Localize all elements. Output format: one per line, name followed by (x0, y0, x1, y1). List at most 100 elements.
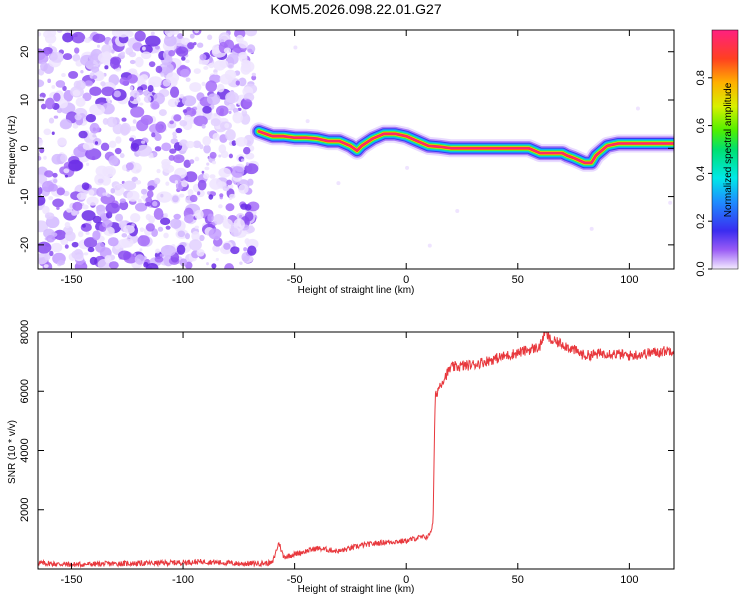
noise-blob (158, 109, 167, 117)
noise-blob (145, 262, 159, 269)
noise-blob (189, 82, 202, 93)
noise-blob (49, 250, 54, 257)
noise-blob (194, 156, 200, 162)
noise-blob (155, 121, 167, 133)
noise-blob (81, 182, 90, 190)
noise-blob (179, 258, 188, 267)
noise-blob (71, 31, 86, 44)
noise-blob (238, 183, 249, 194)
spectrogram-ytick-label: 10 (19, 94, 31, 106)
noise-blob (135, 144, 153, 157)
noise-blob (197, 179, 207, 191)
noise-blob (181, 180, 188, 188)
noise-blob (43, 30, 52, 39)
noise-blob (193, 115, 208, 127)
noise-blob (137, 235, 150, 247)
noise-blob (169, 174, 182, 184)
snr-xtick-label: -150 (60, 574, 82, 586)
colorbar-tick-label: 0.8 (695, 70, 707, 85)
noise-blob (165, 181, 170, 186)
noise-blob (147, 85, 154, 93)
noise-blob (96, 44, 101, 48)
noise-blob (235, 34, 244, 43)
noise-blob (73, 146, 88, 158)
noise-blob (189, 159, 195, 164)
noise-blob (83, 37, 91, 43)
noise-blob (119, 198, 126, 204)
noise-blob (227, 62, 235, 69)
noise-blob (62, 53, 73, 60)
noise-blob (233, 218, 245, 231)
noise-blob (212, 133, 220, 141)
noise-blob (140, 140, 146, 144)
noise-blob (179, 119, 188, 127)
noise-blob (38, 195, 46, 206)
noise-blob (66, 207, 73, 213)
noise-blob (64, 221, 71, 229)
noise-blob (86, 196, 99, 206)
noise-blob (173, 114, 182, 122)
noise-blob (134, 56, 144, 68)
noise-blob (211, 44, 221, 55)
noise-blob (181, 56, 186, 61)
noise-blob (238, 40, 249, 49)
noise-blob (94, 141, 99, 145)
colorbar-tick-label: 0.4 (695, 166, 707, 181)
noise-blob (181, 95, 197, 107)
noise-blob (61, 73, 66, 78)
noise-blob (209, 178, 223, 190)
noise-blob (38, 53, 49, 64)
noise-blob (194, 30, 200, 34)
noise-blob (155, 248, 161, 254)
noise-blob (108, 155, 119, 166)
noise-blob (78, 130, 88, 139)
noise-blob (133, 252, 137, 256)
noise-blob (72, 89, 81, 97)
noise-blob (239, 214, 243, 219)
noise-blob (157, 226, 164, 232)
noise-blob (132, 119, 137, 124)
noise-blob (115, 136, 122, 144)
noise-blob (148, 61, 156, 68)
spectrogram-xtick-label: -50 (287, 274, 303, 286)
noise-blob (80, 70, 84, 74)
snr-ytick-label: 4000 (19, 438, 31, 462)
noise-blob (203, 173, 210, 180)
noise-blob (127, 74, 138, 84)
noise-blob (180, 68, 190, 78)
noise-blob (196, 248, 205, 257)
noise-blob (38, 152, 41, 157)
noise-blob (168, 49, 176, 57)
noise-blob (185, 59, 190, 64)
noise-blob (53, 229, 66, 241)
noise-speck (293, 45, 298, 50)
noise-blob (201, 170, 205, 174)
noise-blob (202, 106, 212, 114)
noise-blob (223, 242, 231, 250)
spectrogram-xlabel: Height of straight line (km) (298, 285, 415, 296)
noise-blob (130, 106, 145, 118)
noise-blob (225, 91, 239, 104)
noise-blob (183, 159, 191, 168)
noise-blob (251, 75, 257, 81)
noise-blob (122, 180, 137, 191)
noise-blob (48, 43, 53, 48)
noise-blob (206, 262, 209, 266)
noise-blob (104, 65, 109, 70)
noise-blob (202, 135, 211, 146)
noise-blob (56, 108, 63, 114)
noise-blob (74, 47, 80, 54)
noise-blob (150, 31, 155, 36)
noise-blob (206, 93, 221, 106)
noise-blob (72, 123, 79, 129)
noise-blob (100, 194, 116, 205)
noise-blob (189, 239, 202, 251)
noise-blob (89, 103, 105, 116)
noise-blob (176, 244, 186, 255)
noise-blob (208, 194, 214, 200)
noise-blob (130, 213, 141, 223)
noise-blob (163, 35, 177, 47)
noise-blob (178, 141, 184, 146)
noise-blob (145, 35, 161, 47)
noise-blob (140, 74, 149, 82)
